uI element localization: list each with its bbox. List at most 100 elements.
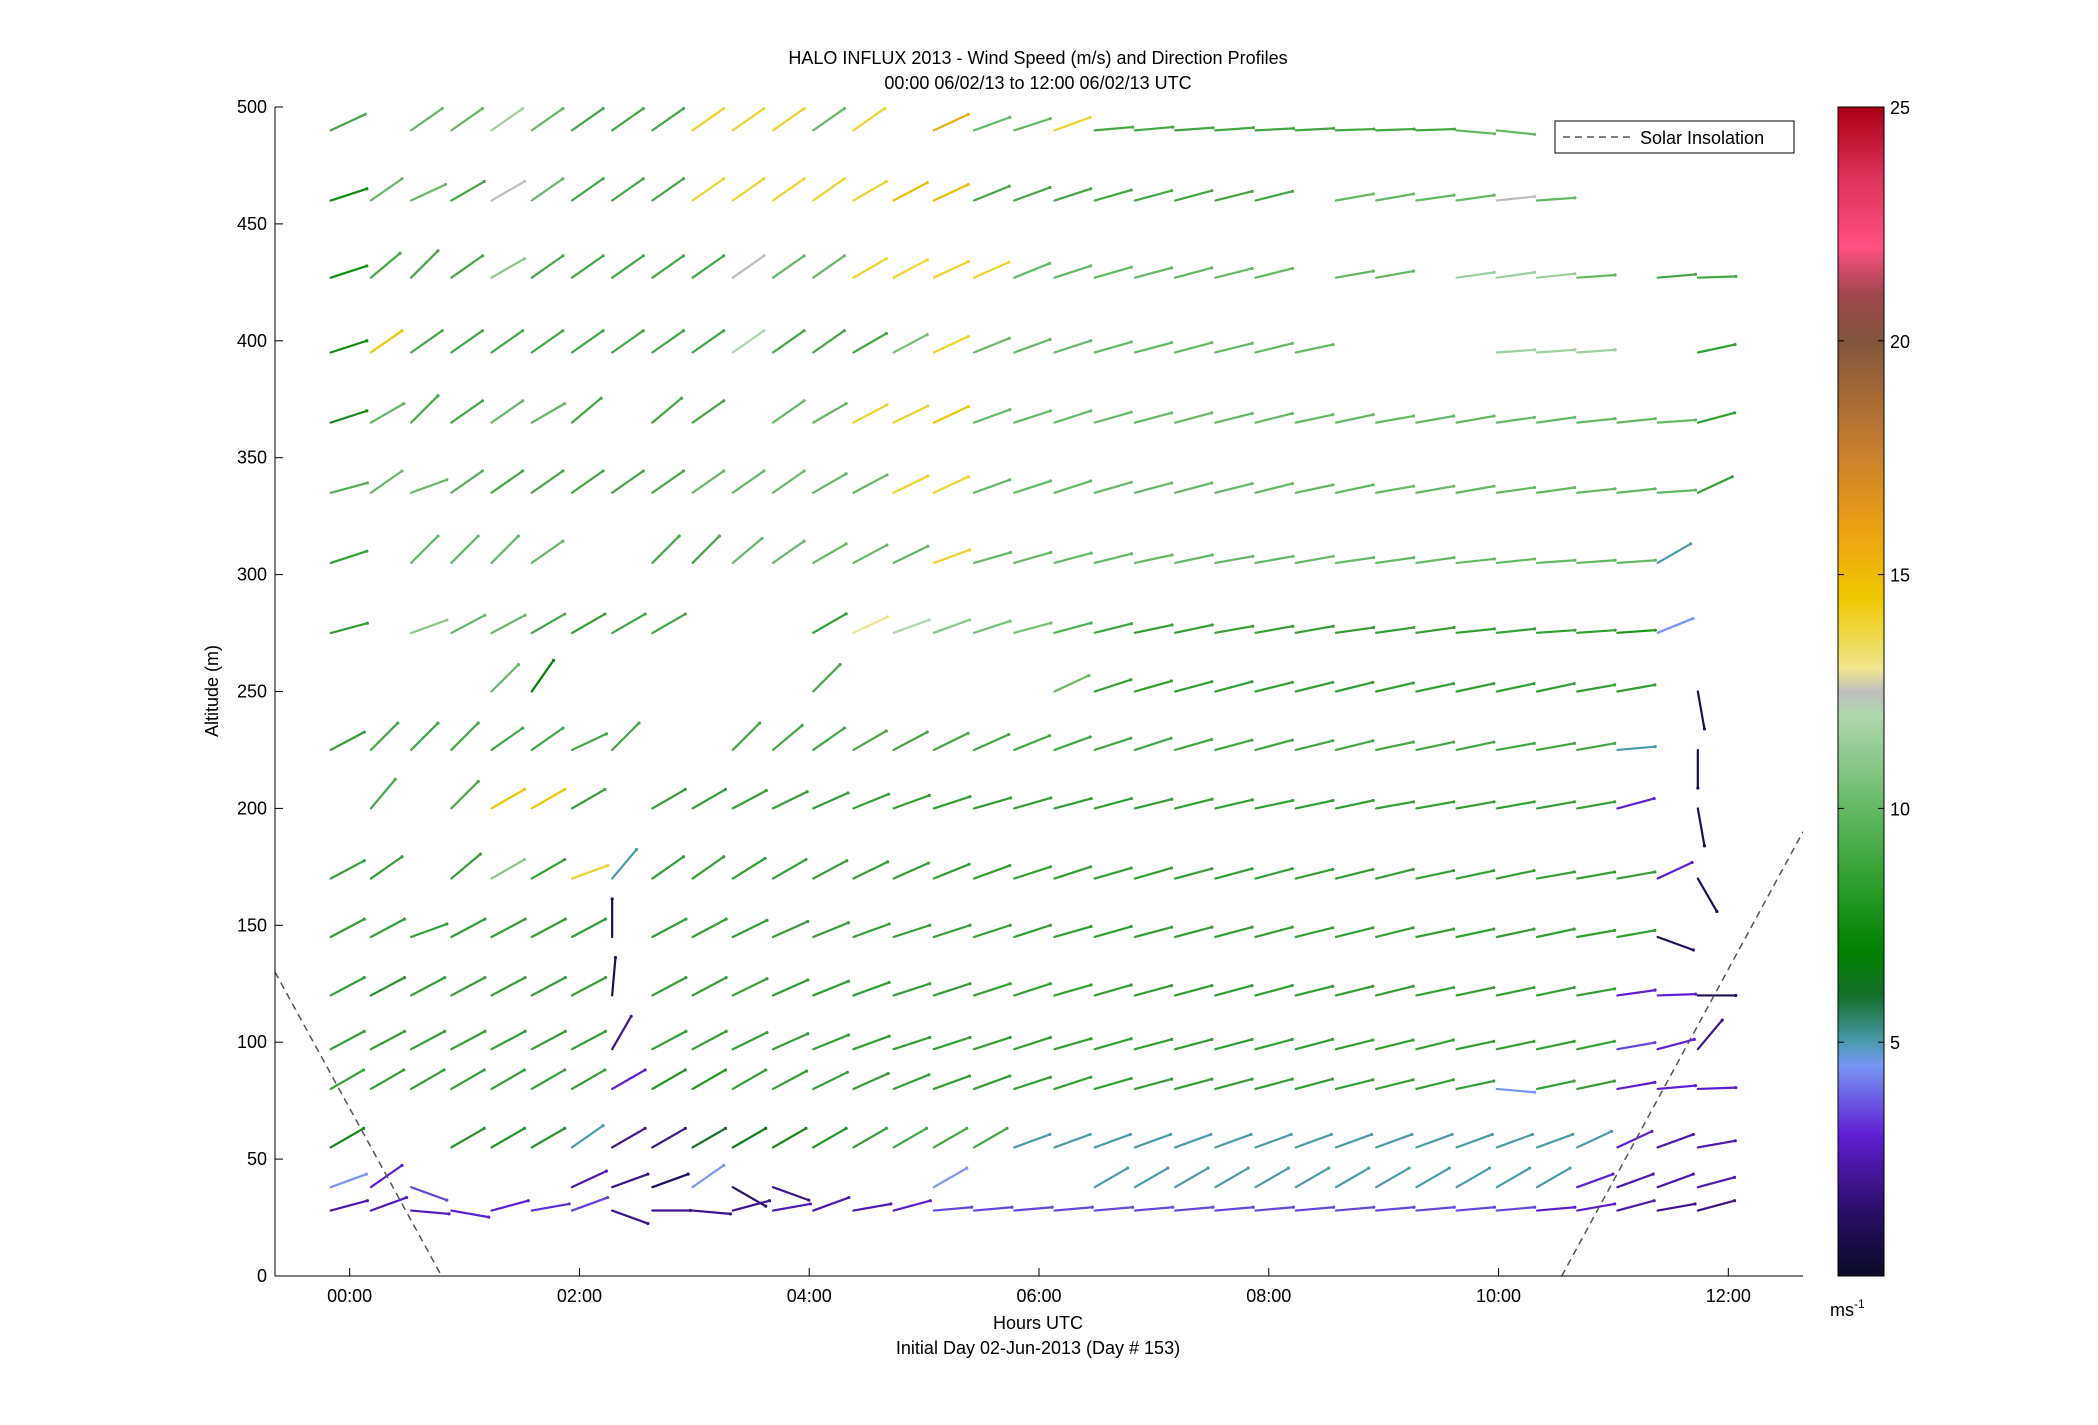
wind-barb bbox=[771, 399, 806, 424]
wind-barb bbox=[611, 847, 639, 880]
wind-barb bbox=[932, 548, 972, 565]
wind-barb-shaft bbox=[1053, 1076, 1092, 1091]
wind-barb-shaft bbox=[771, 1127, 808, 1149]
wind-barb bbox=[1334, 984, 1375, 997]
wind-barb bbox=[611, 469, 645, 494]
wind-barb bbox=[570, 177, 605, 202]
wind-barb bbox=[369, 721, 400, 752]
wind-barb-shaft bbox=[1013, 338, 1052, 354]
wind-barb bbox=[369, 1195, 409, 1212]
wind-barb-shaft bbox=[329, 1173, 368, 1189]
wind-barb-shaft bbox=[1254, 739, 1294, 752]
wind-barb-tip bbox=[1371, 192, 1375, 196]
wind-barb-tip bbox=[1331, 554, 1335, 558]
wind-barb bbox=[329, 409, 369, 424]
wind-barb-shaft bbox=[932, 982, 972, 997]
y-tick-label: 450 bbox=[237, 214, 267, 234]
wind-barb-shaft bbox=[1455, 557, 1496, 565]
wind-barb-tip bbox=[563, 612, 567, 616]
wind-barb bbox=[771, 254, 806, 279]
wind-barb-tip bbox=[1487, 1166, 1492, 1170]
wind-barb-shaft bbox=[1495, 271, 1536, 279]
wind-barb-shaft bbox=[1173, 867, 1213, 880]
wind-barb-tip bbox=[476, 534, 480, 538]
wind-barb-tip bbox=[846, 921, 851, 925]
wind-barb-tip bbox=[886, 1071, 890, 1076]
wind-barb bbox=[329, 1172, 368, 1189]
wind-barb bbox=[1696, 274, 1738, 279]
wind-barb-shaft bbox=[1535, 1040, 1576, 1051]
wind-barb bbox=[1576, 741, 1617, 752]
wind-barb-shaft bbox=[731, 107, 766, 132]
wind-barb-tip bbox=[1089, 1075, 1093, 1079]
wind-barb-tip bbox=[603, 976, 608, 980]
wind-barb bbox=[1616, 1129, 1654, 1149]
wind-barb-shaft bbox=[1535, 416, 1576, 424]
wind-barb-tip bbox=[1210, 553, 1214, 557]
wind-barb-tip bbox=[561, 469, 565, 473]
wind-barb-shaft bbox=[1173, 189, 1213, 202]
wind-barb-tip bbox=[1169, 341, 1174, 345]
wind-barb bbox=[530, 1068, 567, 1091]
wind-barb-tip bbox=[1170, 553, 1174, 557]
wind-barb-shaft bbox=[691, 254, 725, 279]
wind-barb-shaft bbox=[1294, 926, 1334, 939]
wind-barb bbox=[1133, 797, 1174, 810]
wind-barb bbox=[1576, 273, 1617, 279]
wind-barb-shaft bbox=[450, 1127, 486, 1149]
wind-barb bbox=[1093, 1205, 1135, 1212]
wind-barb bbox=[972, 732, 1011, 752]
wind-barb-shaft bbox=[1294, 868, 1334, 880]
wind-barb-shaft bbox=[972, 1074, 1011, 1091]
wind-barb-shaft bbox=[1415, 626, 1456, 634]
wind-barb bbox=[611, 107, 645, 132]
wind-barb bbox=[530, 917, 567, 939]
wind-barb-shaft bbox=[1616, 1041, 1656, 1051]
wind-barb-tip bbox=[1613, 1202, 1617, 1206]
wind-barb-tip bbox=[521, 107, 525, 111]
wind-barb-tip bbox=[1447, 1166, 1451, 1170]
wind-barb-shaft bbox=[1415, 1078, 1455, 1091]
wind-barb-shaft bbox=[1214, 1038, 1254, 1051]
wind-barb bbox=[651, 254, 686, 279]
wind-barb bbox=[691, 177, 726, 202]
wind-barb-tip bbox=[723, 787, 728, 792]
wind-barb-tip bbox=[561, 539, 565, 543]
wind-barb-shaft bbox=[812, 1196, 851, 1212]
wind-barb-shaft bbox=[1375, 127, 1416, 132]
wind-barb bbox=[1053, 339, 1093, 354]
wind-barb-tip bbox=[567, 1202, 571, 1206]
wind-barb-tip bbox=[563, 857, 567, 862]
wind-barb-tip bbox=[1492, 132, 1497, 136]
wind-barb bbox=[1415, 869, 1456, 880]
wind-barb bbox=[1616, 1172, 1655, 1189]
wind-barb-shaft bbox=[1334, 192, 1375, 202]
wind-barb-tip bbox=[924, 1126, 929, 1131]
wind-barb-shaft bbox=[1254, 926, 1294, 939]
wind-barb-tip bbox=[1087, 673, 1091, 678]
wind-barb-shaft bbox=[1294, 343, 1334, 354]
wind-barb bbox=[1696, 993, 1738, 998]
wind-barb-tip bbox=[1289, 1132, 1293, 1137]
wind-barb-shaft bbox=[530, 858, 566, 880]
wind-barb bbox=[1576, 628, 1617, 634]
wind-barb-tip bbox=[1047, 734, 1052, 738]
wind-barb-shaft bbox=[731, 977, 769, 997]
wind-barb bbox=[1334, 1205, 1376, 1212]
wind-barb bbox=[852, 473, 889, 494]
wind-barb-tip bbox=[1330, 1037, 1335, 1041]
wind-barb bbox=[1214, 1166, 1250, 1189]
wind-barb bbox=[610, 897, 614, 939]
wind-barb-shaft bbox=[530, 107, 564, 132]
wind-barb-shaft bbox=[932, 335, 970, 354]
wind-barb-tip bbox=[805, 790, 809, 794]
wind-barb-shaft bbox=[1093, 481, 1133, 494]
wind-barb-tip bbox=[967, 1074, 972, 1078]
wind-barb bbox=[1093, 622, 1134, 634]
wind-barb-tip bbox=[967, 862, 971, 866]
wind-barb-shaft bbox=[369, 1068, 405, 1091]
wind-barb bbox=[1093, 1166, 1130, 1189]
wind-barb bbox=[450, 779, 480, 810]
x-tick-label: 06:00 bbox=[1016, 1286, 1061, 1306]
wind-barb bbox=[329, 976, 366, 997]
